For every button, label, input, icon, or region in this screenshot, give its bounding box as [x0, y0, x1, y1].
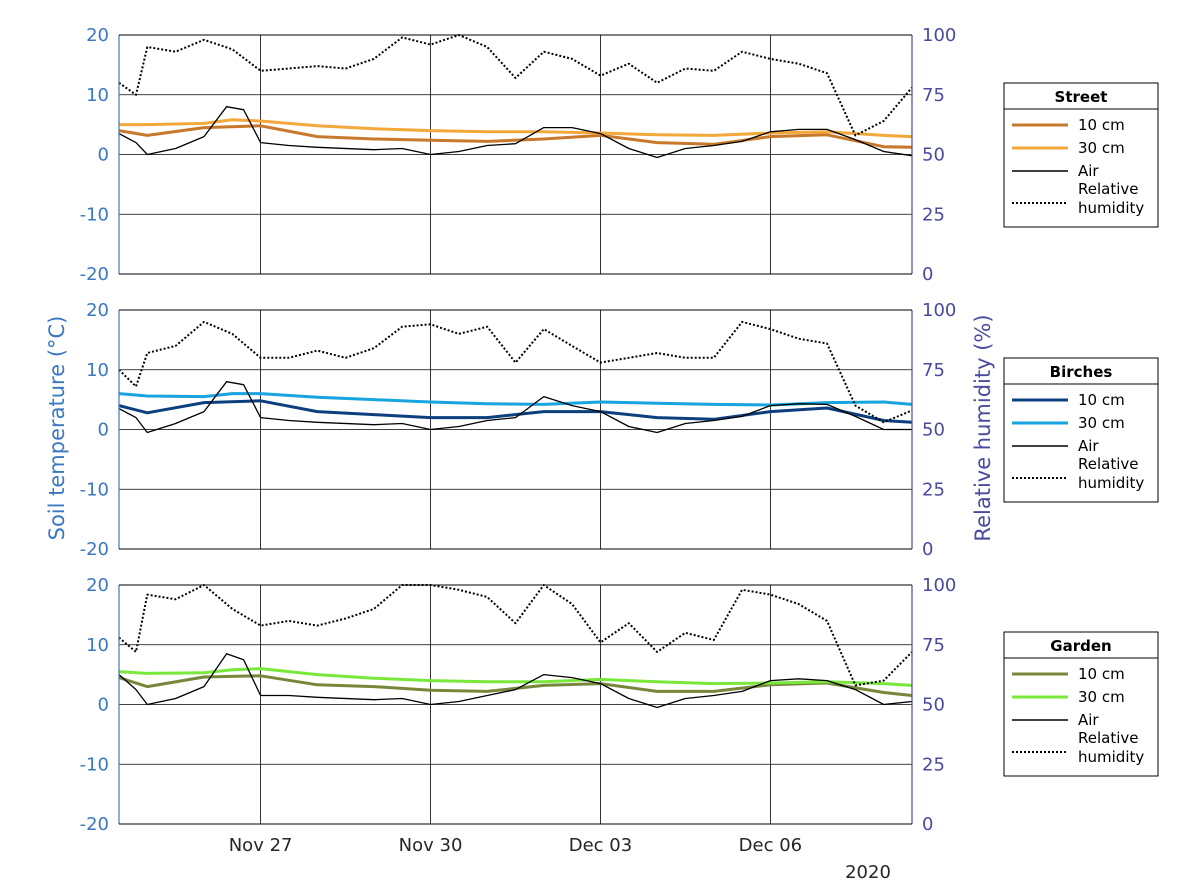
y-tick-label-right: 25: [922, 204, 945, 225]
y-tick-label-left: 0: [98, 695, 109, 716]
y-tick-label-left: -10: [80, 479, 109, 500]
legend-label-line: humidity: [1078, 474, 1144, 492]
x-tick-label: Dec 03: [569, 835, 632, 856]
y-tick-label-right: 100: [922, 25, 956, 46]
legend-label: Relative humidity: [1078, 729, 1144, 766]
legend-label: 30 cm: [1078, 139, 1125, 157]
y-tick-label-right: 0: [922, 539, 933, 560]
y-tick-label-right: 50: [922, 695, 945, 716]
y-axis-label-right: Relative humidity (%): [971, 314, 995, 541]
legend-title: Garden: [1050, 637, 1111, 655]
legend-label: 30 cm: [1078, 688, 1125, 706]
legend-label: 10 cm: [1078, 665, 1125, 683]
series-line-air: [118, 381, 912, 434]
legend-label: Air: [1078, 437, 1099, 455]
legend-label: Relative humidity: [1078, 455, 1144, 492]
y-tick-label-left: 0: [98, 145, 109, 166]
y-tick-label-right: 75: [922, 635, 945, 656]
y-axis-label-left: Soil temperature (°C): [45, 316, 69, 541]
y-tick-label-right: 50: [922, 145, 945, 166]
y-tick-label-right: 100: [922, 575, 956, 596]
series-line-10-cm: [118, 399, 913, 424]
y-tick-label-left: 10: [86, 360, 109, 381]
series-line-10-cm: [118, 124, 913, 149]
y-tick-label-right: 25: [922, 754, 945, 775]
x-tick-label: Nov 30: [399, 835, 463, 856]
y-tick-label-left: 10: [86, 635, 109, 656]
legend-label: Air: [1078, 162, 1099, 180]
legend-label: Relative humidity: [1078, 180, 1144, 217]
series-line-relative-humidity: [118, 584, 913, 687]
legend-label: Air: [1078, 711, 1099, 729]
series-line-30-cm: [119, 118, 913, 139]
x-tick-label: Nov 27: [229, 835, 293, 856]
y-tick-label-right: 75: [922, 360, 945, 381]
legend-label: 10 cm: [1078, 116, 1125, 134]
y-tick-label-left: -10: [80, 754, 109, 775]
y-tick-label-right: 100: [922, 300, 956, 321]
series-line-relative-humidity: [118, 34, 913, 137]
series-line-air: [118, 106, 913, 159]
legend-box: [1003, 357, 1159, 503]
y-tick-label-left: 0: [98, 420, 109, 441]
y-tick-label-left: -20: [80, 539, 109, 560]
y-tick-label-left: -10: [80, 204, 109, 225]
y-tick-label-left: 20: [86, 300, 109, 321]
y-tick-label-right: 75: [922, 85, 945, 106]
legend-label-line: humidity: [1078, 748, 1144, 766]
y-tick-label-right: 0: [922, 264, 933, 285]
y-tick-label-left: 20: [86, 575, 109, 596]
legend-label-line: Relative: [1078, 455, 1139, 473]
y-tick-label-left: 10: [86, 85, 109, 106]
legend-title: Street: [1055, 88, 1108, 106]
x-tick-label: Dec 06: [739, 835, 802, 856]
series-line-30-cm: [118, 667, 913, 687]
x-axis-year-label: 2020: [845, 862, 891, 883]
legend-title: Birches: [1050, 363, 1113, 381]
y-tick-label-left: -20: [80, 814, 109, 835]
legend-label-line: humidity: [1078, 199, 1144, 217]
legend-label-line: Relative: [1078, 729, 1139, 747]
y-tick-label-left: -20: [80, 264, 109, 285]
series-line-air: [118, 653, 913, 709]
legend-label: 30 cm: [1078, 414, 1125, 432]
y-tick-label-right: 25: [922, 479, 945, 500]
y-tick-label-left: 20: [86, 25, 109, 46]
y-tick-label-right: 0: [922, 814, 933, 835]
legend-label: 10 cm: [1078, 391, 1125, 409]
y-tick-label-right: 50: [922, 420, 945, 441]
legend-label-line: Relative: [1078, 180, 1139, 198]
